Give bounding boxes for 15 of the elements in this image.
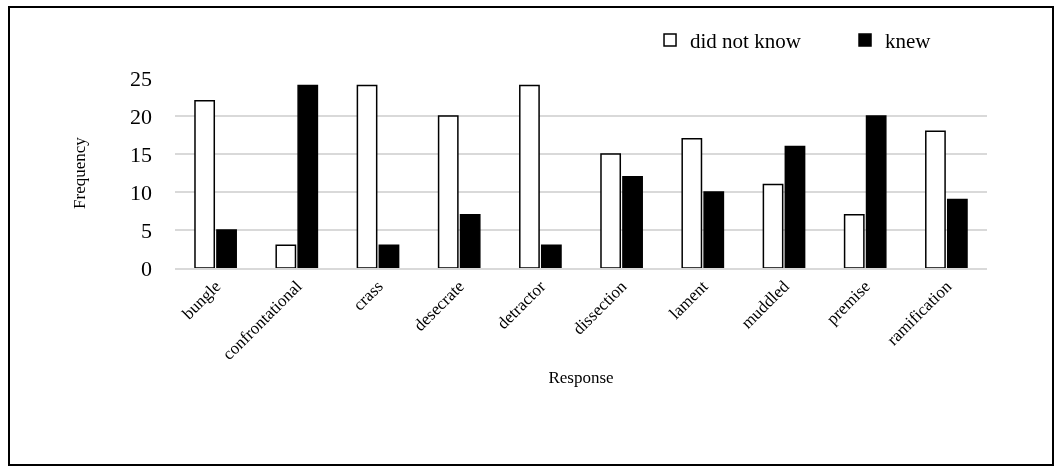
y-tick-label: 10 xyxy=(130,179,152,205)
bar xyxy=(356,84,378,268)
y-tick-label: 5 xyxy=(141,217,152,243)
bar xyxy=(378,244,400,268)
y-tick-label: 20 xyxy=(130,103,152,129)
bar xyxy=(762,183,784,268)
bar xyxy=(784,145,806,268)
x-tick-label: crass xyxy=(349,276,387,315)
x-axis-title: Response xyxy=(548,367,614,387)
y-axis-title: Frequency xyxy=(69,136,89,209)
y-tick-label: 25 xyxy=(130,65,152,91)
y-tick-label: 15 xyxy=(130,141,152,167)
legend-label: knew xyxy=(885,29,932,54)
legend-label: did not know xyxy=(690,29,802,54)
y-tick-label: 0 xyxy=(141,255,152,281)
